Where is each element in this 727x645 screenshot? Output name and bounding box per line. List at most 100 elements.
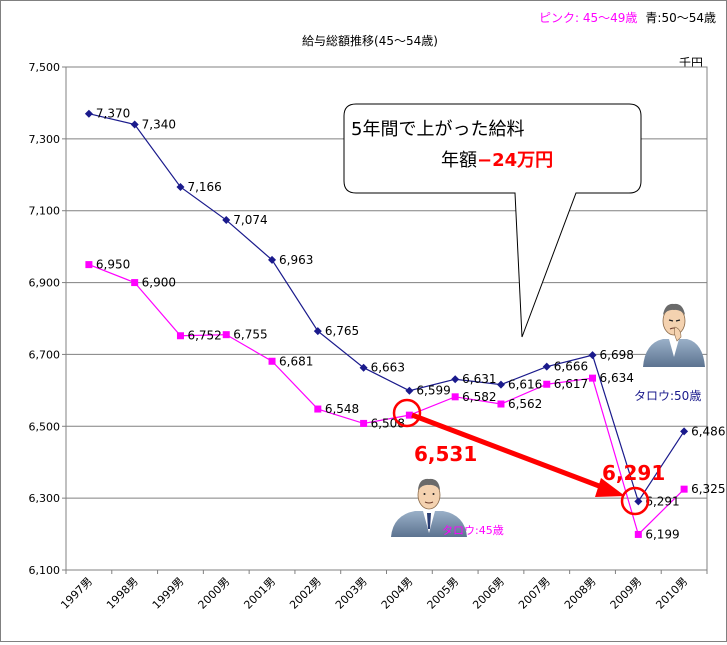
callout-line1: 5年間で上がった給料: [351, 119, 524, 140]
y-tick-label: 7,500: [29, 61, 61, 74]
decline-arrow-head: [595, 478, 625, 497]
highlight-circle-start: [392, 398, 422, 428]
x-tick-label: 2002男: [287, 575, 324, 612]
highlight-end-value: 6,291: [602, 461, 665, 485]
data-label: 6,698: [600, 348, 634, 362]
data-label: 6,199: [645, 527, 679, 541]
data-point: [634, 530, 642, 538]
legend-note: ピンク: 45～49歳 青:50～54歳: [539, 11, 716, 25]
y-tick-label: 6,900: [29, 277, 61, 290]
data-label: 6,291: [645, 494, 679, 508]
x-tick-label: 2007男: [516, 575, 553, 612]
data-point: [497, 400, 505, 408]
series-layer: [84, 109, 689, 538]
data-label: 6,599: [416, 384, 450, 398]
data-point: [359, 363, 368, 372]
x-tick-label: 1999男: [150, 575, 187, 612]
data-label: 6,634: [600, 371, 634, 385]
data-point: [130, 120, 139, 129]
data-label: 6,616: [508, 378, 542, 392]
y-tick-label: 6,300: [29, 492, 61, 505]
data-label: 6,765: [325, 324, 359, 338]
person-label-age45: タロウ:45歳: [442, 524, 504, 537]
data-point: [222, 331, 230, 339]
x-tick-label: 2008男: [562, 575, 599, 612]
x-axis: 1997男 1998男 1999男 2000男 2001男 2002男 2003男 2004男…: [58, 570, 708, 612]
data-label: 7,074: [233, 213, 267, 227]
data-label: 6,548: [325, 402, 359, 416]
data-point: [451, 393, 459, 401]
person-label-age50: タロウ:50歳: [634, 389, 701, 403]
data-label: 6,325: [691, 482, 725, 496]
callout-line2-value: −24万円: [477, 150, 553, 171]
y-tick-label: 6,500: [29, 420, 61, 433]
data-label: 7,340: [142, 117, 176, 131]
x-tick-label: 2005男: [425, 575, 462, 612]
data-label: 6,663: [371, 361, 405, 375]
legend-note-pink: ピンク: 45～49歳: [539, 11, 637, 25]
x-tick-label: 1997男: [58, 575, 95, 612]
data-point: [314, 405, 322, 413]
highlight-annotation: 6,531 6,291: [392, 398, 665, 516]
series-line-0: [88, 113, 685, 503]
x-tick-label: 2001男: [241, 575, 278, 612]
highlight-circle-end: [620, 486, 650, 516]
y-tick-label: 6,100: [29, 564, 61, 577]
x-tick-label: 2010男: [653, 575, 690, 612]
x-tick-label: 2000男: [196, 575, 233, 612]
data-label: 6,755: [233, 328, 267, 342]
data-point: [176, 332, 184, 340]
y-tick-label: 7,100: [29, 205, 61, 218]
callout-line2-prefix: 年額: [441, 150, 477, 171]
data-point: [451, 375, 460, 384]
data-labels-layer: 7,370 7,340 7,166 7,074 6,963 6,765 6,663 6,599…: [96, 107, 726, 542]
callout-bubble: 5年間で上がった給料 年額−24万円: [343, 103, 642, 338]
data-point: [405, 411, 413, 419]
data-point: [680, 427, 689, 436]
data-label: 6,617: [554, 377, 588, 391]
data-label: 6,681: [279, 354, 313, 368]
data-point: [496, 380, 505, 389]
data-label: 6,562: [508, 397, 542, 411]
data-point: [588, 351, 597, 360]
data-point: [680, 485, 688, 493]
data-point: [268, 255, 277, 264]
y-tick-label: 7,300: [29, 133, 61, 146]
legend-note-blue: 青:50～54歳: [645, 11, 716, 25]
data-label: 6,631: [462, 372, 496, 386]
x-tick-label: 2009男: [608, 575, 645, 612]
data-point: [634, 497, 643, 506]
x-tick-label: 2003男: [333, 575, 370, 612]
data-label: 6,963: [279, 253, 313, 267]
decline-arrow-shaft: [411, 412, 608, 492]
data-label: 6,486: [691, 424, 725, 438]
chart-title: 給与総額推移(45～54歳): [302, 34, 438, 48]
data-point: [268, 357, 276, 365]
data-point: [222, 216, 231, 225]
data-label: 6,950: [96, 258, 130, 272]
data-point: [589, 374, 597, 382]
x-tick-label: 1998男: [104, 575, 141, 612]
data-point: [542, 362, 551, 371]
data-point: [85, 261, 93, 269]
data-label: 6,752: [187, 329, 221, 343]
data-point: [176, 183, 185, 192]
data-point: [543, 380, 551, 388]
x-tick-label: 2004男: [379, 575, 416, 612]
y-tick-label: 6,700: [29, 348, 61, 361]
x-tick-label: 2006男: [470, 575, 507, 612]
data-label: 6,666: [554, 360, 588, 374]
data-point: [313, 327, 322, 336]
data-label: 6,900: [142, 276, 176, 290]
person-icon-age45: [391, 478, 467, 537]
y-axis: 6,100 6,300 6,500 6,700 6,900 7,100 7,300 7,500: [29, 61, 66, 577]
callout-line2: 年額−24万円: [441, 150, 553, 171]
highlight-start-value: 6,531: [414, 442, 477, 466]
data-point: [131, 279, 139, 287]
data-point: [360, 419, 368, 427]
data-label: 6,582: [462, 390, 496, 404]
person-icon-age50: [643, 303, 705, 367]
data-point: [84, 109, 93, 118]
